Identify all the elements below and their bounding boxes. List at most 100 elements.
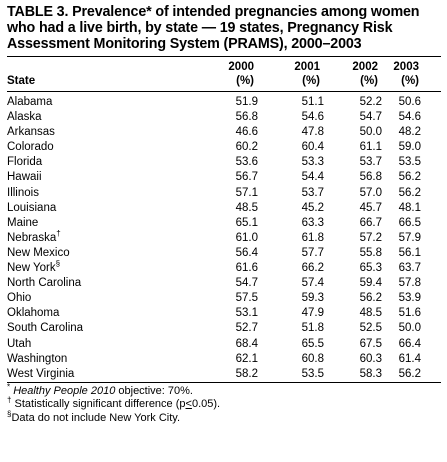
state-name: New York bbox=[7, 262, 56, 275]
value-cell-2000: 53.6 bbox=[235, 156, 258, 169]
footnote-section: §Data do not include New York City. bbox=[7, 409, 447, 426]
value-cell-2002: 50.0 bbox=[359, 126, 382, 139]
prevalence-table: 2000 2001 2002 2003 State (%) (%) (%) (%… bbox=[7, 57, 441, 382]
value-cell-2002: 45.7 bbox=[359, 201, 382, 214]
state-cell: Washington bbox=[7, 352, 195, 367]
value-cell-2003: 66.5 bbox=[398, 216, 421, 229]
value-cell-2003: 56.2 bbox=[398, 186, 421, 199]
state-name: Oklahoma bbox=[7, 307, 60, 320]
state-cell: Louisiana bbox=[7, 201, 195, 216]
value-cell-2000: 48.5 bbox=[235, 201, 258, 214]
table-row: Colorado 60.2 60.4 61.1 59.0 bbox=[7, 140, 441, 155]
state-name: Arkansas bbox=[7, 126, 55, 139]
value-cell-2002: 52.2 bbox=[359, 96, 382, 108]
table-row: Maine 65.1 63.3 66.7 66.5 bbox=[7, 216, 441, 231]
year-header-2000: 2000 bbox=[228, 61, 254, 73]
footnote-text: Data do not include New York City. bbox=[11, 411, 181, 424]
table-row: New Mexico 56.4 57.7 55.8 56.1 bbox=[7, 246, 441, 261]
unit-header-2002: (%) bbox=[360, 75, 378, 87]
value-cell-2001: 54.6 bbox=[301, 111, 324, 124]
table-row: Hawaii 56.7 54.4 56.8 56.2 bbox=[7, 170, 441, 185]
value-cell-2001: 57.7 bbox=[301, 246, 324, 259]
footnote-text: Statistically significant difference (p bbox=[14, 398, 186, 411]
top-rule bbox=[7, 56, 441, 57]
footnote-text: 0.05). bbox=[191, 398, 221, 411]
value-cell-2002: 56.8 bbox=[359, 171, 382, 184]
state-name: Utah bbox=[7, 337, 32, 350]
footnotes: * Healthy People 2010 objective: 70%. † … bbox=[7, 383, 447, 426]
value-cell-2002: 52.5 bbox=[359, 322, 382, 335]
value-cell-2003: 51.6 bbox=[398, 307, 421, 320]
table-body: Alabama 51.9 51.1 52.2 50.6 Alaska 56.8 54.6 54.… bbox=[7, 92, 441, 382]
value-cell-2001: 65.5 bbox=[301, 337, 324, 350]
state-name: South Carolina bbox=[7, 322, 84, 335]
value-cell-2001: 57.4 bbox=[301, 277, 324, 290]
value-cell-2001: 53.7 bbox=[301, 186, 324, 199]
value-cell-2002: 48.5 bbox=[359, 307, 382, 320]
value-cell-2002: 57.0 bbox=[359, 186, 382, 199]
state-cell: Ohio bbox=[7, 291, 195, 306]
value-cell-2003: 48.2 bbox=[398, 126, 421, 139]
state-cell: Hawaii bbox=[7, 170, 195, 185]
value-cell-2002: 66.7 bbox=[359, 216, 382, 229]
year-header-2002: 2002 bbox=[352, 61, 378, 73]
value-cell-2003: 66.4 bbox=[398, 337, 421, 350]
value-cell-2003: 56.2 bbox=[398, 171, 421, 184]
value-cell-2001: 47.8 bbox=[301, 126, 324, 139]
state-cell: South Carolina bbox=[7, 321, 195, 336]
state-name: Ohio bbox=[7, 292, 32, 305]
value-cell-2000: 58.2 bbox=[235, 367, 258, 380]
year-header-2003: 2003 bbox=[393, 61, 419, 73]
state-cell: Maine bbox=[7, 216, 195, 231]
value-cell-2003: 57.9 bbox=[398, 231, 421, 244]
bottom-rule bbox=[7, 381, 441, 383]
value-cell-2001: 66.2 bbox=[301, 262, 324, 275]
table-row: Oklahoma 53.1 47.9 48.5 51.6 bbox=[7, 306, 441, 321]
value-cell-2000: 57.5 bbox=[235, 292, 258, 305]
footnote-asterisk: * Healthy People 2010 objective: 70%. bbox=[7, 383, 447, 399]
value-cell-2003: 57.8 bbox=[398, 277, 421, 290]
footnote-mark: § bbox=[55, 259, 61, 269]
header-rule bbox=[7, 91, 441, 92]
table-row: Alaska 56.8 54.6 54.7 54.6 bbox=[7, 110, 441, 125]
value-cell-2002: 57.2 bbox=[359, 231, 382, 244]
value-cell-2001: 61.8 bbox=[301, 231, 324, 244]
state-cell: West Virginia bbox=[7, 367, 195, 382]
table-row: South Carolina 52.7 51.8 52.5 50.0 bbox=[7, 321, 441, 336]
state-name: Colorado bbox=[7, 141, 54, 154]
state-name: Alaska bbox=[7, 111, 42, 124]
state-cell: Alabama bbox=[7, 92, 195, 110]
table-row: Florida 53.6 53.3 53.7 53.5 bbox=[7, 155, 441, 170]
value-cell-2001: 53.3 bbox=[301, 156, 324, 169]
year-header-2001: 2001 bbox=[294, 61, 320, 73]
value-cell-2003: 56.1 bbox=[398, 246, 421, 259]
value-cell-2000: 53.1 bbox=[235, 307, 258, 320]
state-cell: Oklahoma bbox=[7, 306, 195, 321]
table-row: West Virginia 58.2 53.5 58.3 56.2 bbox=[7, 367, 441, 382]
value-cell-2002: 65.3 bbox=[359, 262, 382, 275]
value-cell-2003: 48.1 bbox=[398, 201, 421, 214]
table-row: North Carolina 54.7 57.4 59.4 57.8 bbox=[7, 276, 441, 291]
table-row: Arkansas 46.6 47.8 50.0 48.2 bbox=[7, 125, 441, 140]
value-cell-2003: 61.4 bbox=[398, 352, 421, 365]
value-cell-2001: 51.8 bbox=[301, 322, 324, 335]
value-cell-2000: 57.1 bbox=[235, 186, 258, 199]
state-name: Maine bbox=[7, 216, 39, 229]
footnote-text: objective: 70%. bbox=[115, 384, 193, 397]
value-cell-2001: 47.9 bbox=[301, 307, 324, 320]
value-cell-2000: 46.6 bbox=[235, 126, 258, 139]
value-cell-2001: 60.4 bbox=[301, 141, 324, 154]
less-equal-symbol: < bbox=[185, 398, 192, 411]
value-cell-2002: 55.8 bbox=[359, 246, 382, 259]
unit-header-2000: (%) bbox=[236, 75, 254, 87]
state-cell: North Carolina bbox=[7, 276, 195, 291]
table-title: TABLE 3. Prevalence* of intended pregnan… bbox=[7, 4, 420, 52]
footnote-mark: § bbox=[7, 409, 12, 419]
value-cell-2002: 54.7 bbox=[359, 111, 382, 124]
value-cell-2001: 59.3 bbox=[301, 292, 324, 305]
value-cell-2003: 50.0 bbox=[398, 322, 421, 335]
value-cell-2002: 58.3 bbox=[359, 367, 382, 380]
state-name: West Virginia bbox=[7, 367, 75, 380]
state-name: Nebraska bbox=[7, 231, 57, 244]
